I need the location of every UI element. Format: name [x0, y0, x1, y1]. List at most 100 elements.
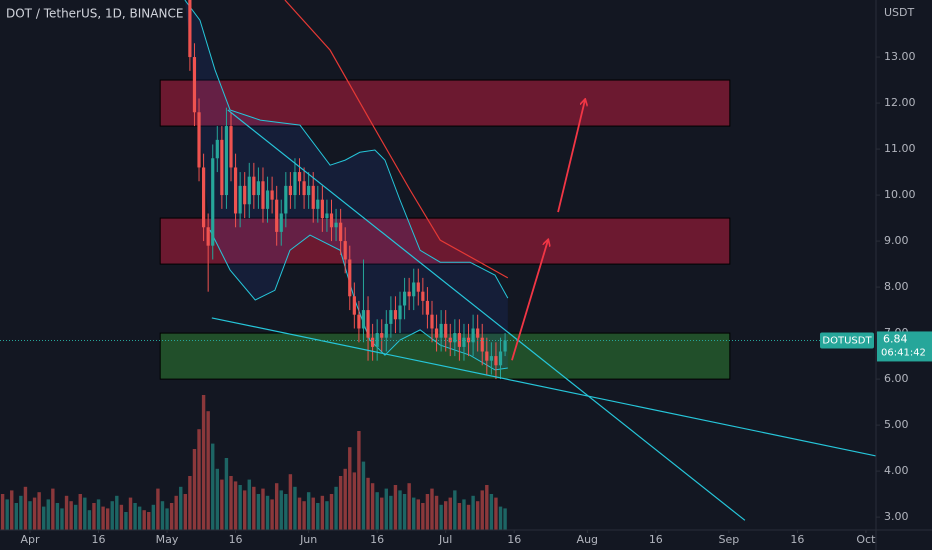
volume-bar [425, 494, 430, 530]
volume-bar [316, 503, 320, 530]
volume-bar [430, 488, 434, 530]
volume-bar [434, 495, 439, 530]
trendline [211, 317, 876, 457]
symbol-tag: DOTUSDT [822, 335, 872, 346]
volume-bar [407, 483, 411, 530]
volume-bar [32, 497, 37, 530]
candle-body [375, 333, 379, 347]
volume-bar [412, 497, 416, 530]
volume-bar [73, 504, 78, 530]
candle-body [229, 126, 233, 168]
volume-bar [252, 486, 256, 530]
volume-bar [92, 503, 96, 530]
candle-body [462, 337, 466, 347]
zone [159, 217, 731, 265]
volume-bar [320, 495, 325, 530]
volume-bar [14, 503, 19, 530]
y-tick-label: 6.00 [884, 372, 909, 385]
chart-title: DOT / TetherUS, 1D, BINANCE [6, 7, 183, 21]
candle-body [316, 199, 320, 209]
candle-body [284, 185, 288, 214]
volume-bar [453, 490, 457, 530]
volume-bar [220, 479, 224, 530]
volume-bar [421, 503, 425, 530]
volume-bar [110, 501, 114, 530]
x-tick-label: Jun [299, 533, 317, 546]
volume-bar [380, 497, 384, 530]
volume-bar [439, 504, 443, 530]
candle-body [339, 222, 343, 242]
candle-body [407, 291, 411, 297]
volume-bar [402, 494, 407, 530]
candle-body [247, 176, 251, 205]
volume-bar [5, 499, 9, 530]
volume-bar [274, 483, 279, 530]
axes: 3.004.005.006.007.008.009.0010.0011.0012… [20, 50, 932, 546]
candle-body [371, 337, 375, 347]
volume-bar [224, 458, 229, 530]
candle-body [265, 190, 270, 209]
volume-bar [311, 497, 315, 530]
x-tick-label: 16 [229, 533, 243, 546]
volume-bar [55, 503, 60, 530]
volume-bar [398, 490, 402, 530]
volume-bar [256, 494, 261, 530]
volume-bar [443, 501, 448, 530]
candle-body [444, 323, 448, 338]
volume-bar [201, 395, 206, 530]
volume-bar [475, 501, 480, 530]
candle-body [192, 57, 197, 113]
volume-bar [370, 483, 375, 530]
volume-bar [0, 494, 5, 530]
candle-body [343, 241, 347, 260]
candle-body [288, 185, 292, 196]
candle-body [434, 328, 439, 338]
volume-bar [78, 494, 82, 530]
y-axis-label: USDT [884, 6, 915, 19]
volume-bar [284, 494, 288, 530]
candle-body [261, 181, 265, 209]
volume-bar [183, 494, 188, 530]
volume-bar [238, 485, 242, 530]
volume-bar [60, 508, 64, 530]
candle-body [398, 305, 402, 320]
volume-bar [297, 497, 302, 530]
volume-bar [133, 503, 137, 530]
volume-bar [87, 510, 92, 530]
countdown: 06:41:42 [881, 347, 926, 358]
volume-bar [329, 494, 334, 530]
candle-body [329, 213, 334, 228]
y-tick-label: 3.00 [884, 510, 909, 523]
candle-body [201, 167, 206, 228]
volume-bar [457, 503, 462, 530]
volume-bar [480, 490, 484, 530]
candle-body [453, 333, 457, 343]
volume-bar [494, 497, 498, 530]
volume-bar [361, 461, 366, 530]
volume-bar [165, 508, 169, 530]
volume-bar [192, 449, 197, 530]
volume-bar [348, 447, 352, 530]
volume-bar [124, 512, 128, 530]
candle-body [489, 356, 493, 361]
volume-bar [188, 476, 192, 530]
x-tick-label: Jul [438, 533, 452, 546]
candle-body [476, 328, 480, 338]
candle-body [233, 167, 238, 214]
candle-body [270, 190, 274, 200]
volume-bar [147, 512, 151, 530]
volume-bar [270, 499, 274, 530]
candle-body [224, 126, 229, 196]
volume-bar [160, 501, 165, 530]
candle-body [252, 176, 256, 196]
candle-body [188, 0, 192, 58]
candle-body [293, 172, 297, 196]
volume-bar [128, 497, 133, 530]
volume-bar [23, 486, 28, 530]
volume-bar [466, 504, 471, 530]
volume-bar [142, 510, 146, 530]
volume-bar [151, 504, 156, 530]
candle-body [206, 227, 210, 246]
volume-bar [279, 490, 283, 530]
